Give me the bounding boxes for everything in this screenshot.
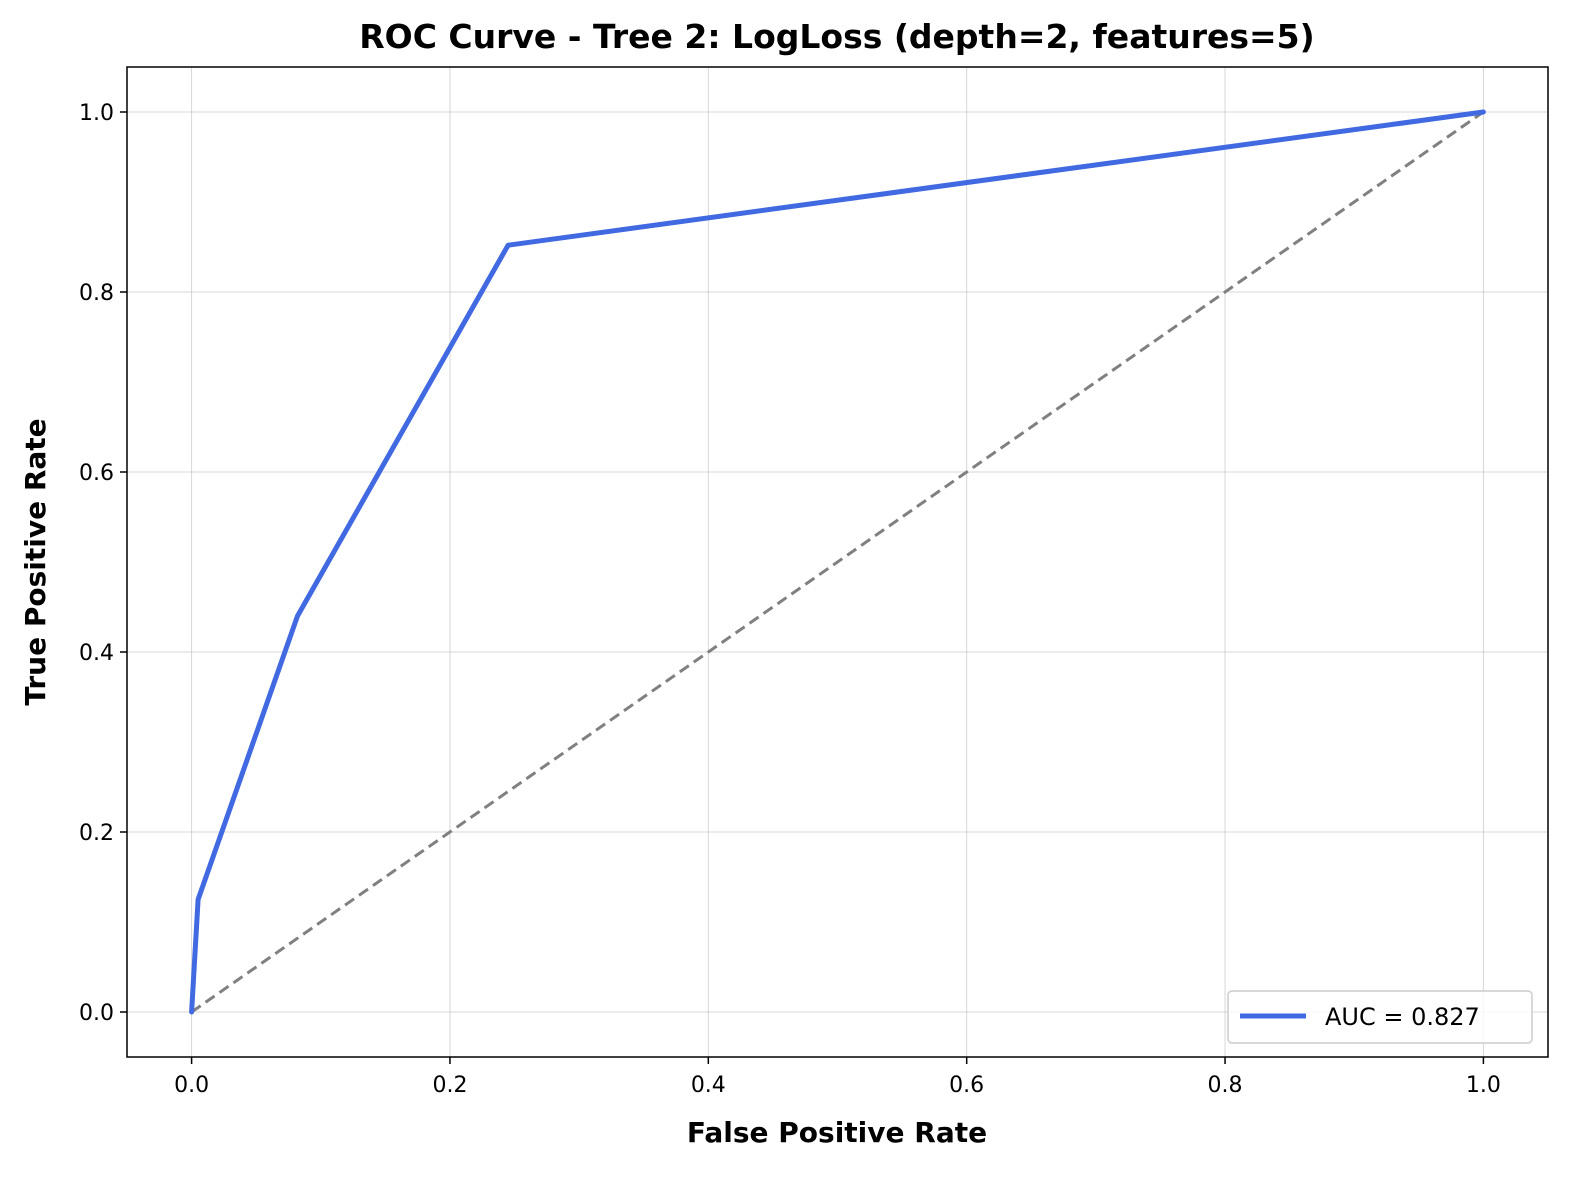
legend-box bbox=[1227, 990, 1533, 1044]
x-tick-label: 0.2 bbox=[432, 1073, 467, 1098]
legend-label-roc: AUC = 0.827 bbox=[1325, 1003, 1480, 1031]
y-tick-label: 0.0 bbox=[79, 1001, 114, 1026]
plot-frame bbox=[126, 66, 1549, 1058]
chart-title: ROC Curve - Tree 2: LogLoss (depth=2, fe… bbox=[359, 17, 1314, 56]
x-axis-label: False Positive Rate bbox=[687, 1116, 987, 1149]
x-tick-label: 0.8 bbox=[1208, 1073, 1243, 1098]
random-baseline-line bbox=[190, 110, 1485, 1014]
x-tick-label: 0.4 bbox=[691, 1073, 726, 1098]
y-tick-label: 0.2 bbox=[79, 821, 114, 846]
y-tick-label: 1.0 bbox=[79, 101, 114, 126]
y-tick-label: 0.6 bbox=[79, 461, 114, 486]
series-layer bbox=[189, 109, 1486, 1015]
legend: AUC = 0.827 bbox=[1227, 990, 1533, 1044]
x-tick-label: 0.0 bbox=[174, 1073, 209, 1098]
y-tick-label: 0.8 bbox=[79, 281, 114, 306]
y-axis-label: True Positive Rate bbox=[19, 418, 52, 705]
y-tick-label: 0.4 bbox=[79, 641, 114, 666]
x-tick-label: 1.0 bbox=[1466, 1073, 1501, 1098]
roc-curve-line bbox=[189, 109, 1486, 1015]
ticks: 0.0 0.2 0.4 0.6 0.8 1.0 0.0 0.2 0.4 0.6 0.8 1.0 bbox=[79, 101, 1501, 1098]
x-tick-label: 0.6 bbox=[949, 1073, 984, 1098]
